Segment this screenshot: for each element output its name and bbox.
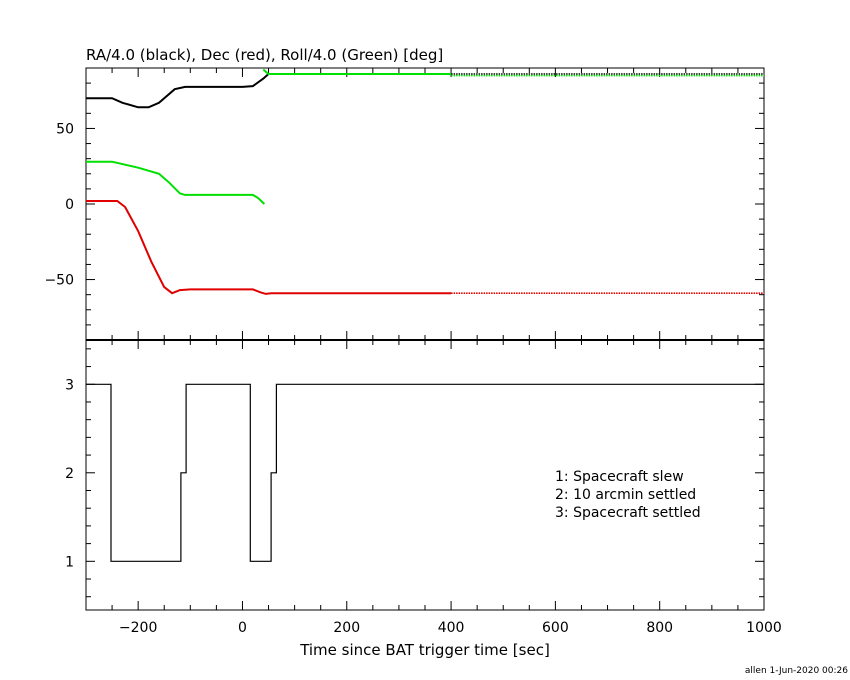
settle-y-tick-label: 1	[65, 554, 74, 570]
attitude-y-tick-label: 50	[56, 121, 74, 137]
attitude-series	[86, 68, 764, 295]
settle-ticks: 3 2 1 −200 0 200 400 600 800 1000	[65, 340, 782, 636]
legend-entry-10-arcmin: 2: 10 arcmin settled	[555, 487, 696, 503]
attitude-ticks: 50 0 −50	[44, 68, 765, 340]
legend-entry-slew: 1: Spacecraft slew	[555, 469, 684, 485]
x-axis-label: Time since BAT trigger time [sec]	[299, 641, 550, 659]
settle-panel: 3 2 1 −200 0 200 400 600 800 1000 1: Spacecraft s…	[65, 339, 782, 659]
settle-step-line	[86, 383, 764, 562]
legend-entry-settled: 3: Spacecraft settled	[555, 505, 701, 521]
attitude-y-tick-label: 0	[65, 197, 74, 213]
footer-stamp: allen 1-Jun-2020 00:26	[745, 666, 848, 676]
attitude-plot-title: RA/4.0 (black), Dec (red), Roll/4.0 (Gre…	[86, 46, 443, 64]
settle-x-tick-label: 200	[333, 620, 360, 636]
settle-series	[86, 383, 764, 562]
attitude-series-line	[86, 73, 452, 109]
attitude-series-line-segment	[262, 68, 452, 75]
settle-y-tick-label: 3	[65, 377, 74, 393]
attitude-panel: RA/4.0 (black), Dec (red), Roll/4.0 (Gre…	[44, 46, 765, 341]
settle-x-tick-label: 600	[542, 620, 569, 636]
settle-x-tick-label: −200	[119, 620, 157, 636]
attitude-series-line	[86, 200, 452, 295]
attitude-plot-frame	[85, 67, 765, 341]
settle-y-tick-label: 2	[65, 466, 74, 482]
attitude-y-tick-label: −50	[44, 273, 74, 289]
settle-x-tick-label: 400	[438, 620, 465, 636]
settle-x-tick-label: 800	[646, 620, 673, 636]
settle-x-tick-label: 0	[238, 620, 247, 636]
settle-x-tick-label: 1000	[746, 620, 782, 636]
attitude-series-line	[86, 160, 266, 205]
settle-legend: 1: Spacecraft slew 2: 10 arcmin settled …	[555, 469, 701, 521]
